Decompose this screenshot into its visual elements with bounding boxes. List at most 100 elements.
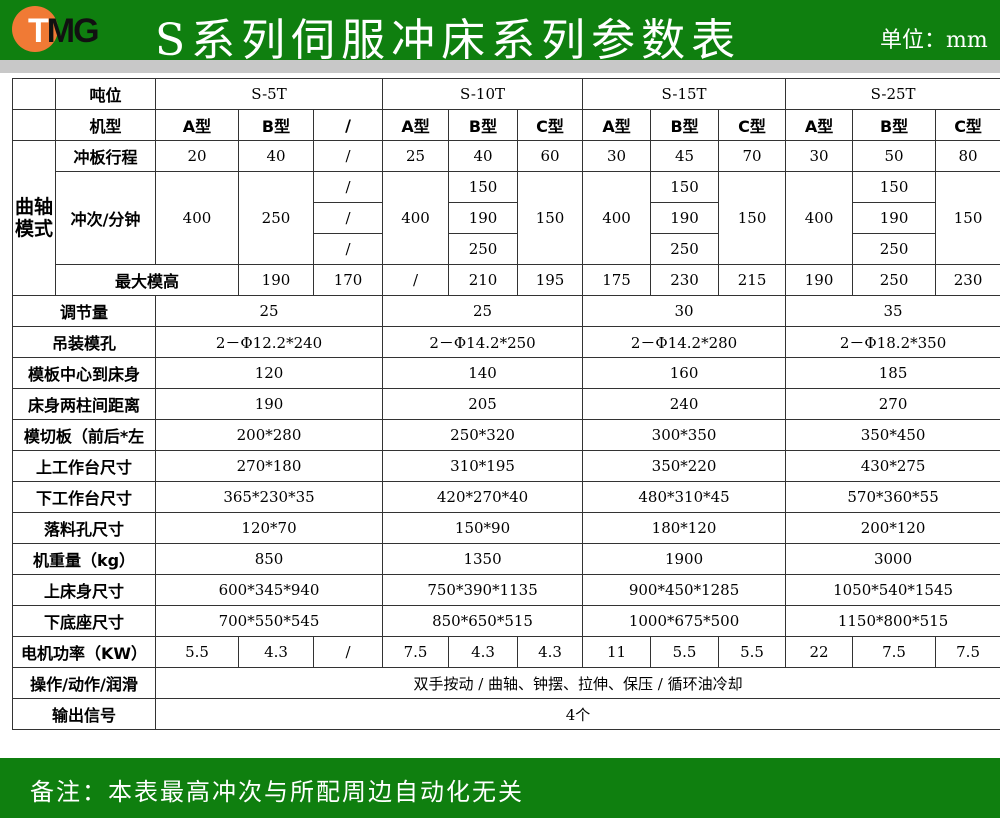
table-cell: 190 [238, 264, 314, 296]
row-label: 下工作台尺寸 [12, 481, 156, 513]
table-cell: 1350 [382, 543, 584, 575]
table-cell: 400 [582, 171, 652, 265]
table-cell: 5.5 [718, 636, 787, 668]
table-cell: / [312, 171, 384, 203]
tmg-logo: TMG [12, 6, 122, 56]
table-cell: 700*550*545 [154, 605, 384, 637]
table-cell: 40 [238, 140, 314, 172]
table-cell: 1900 [582, 543, 787, 575]
table-cell: 190 [448, 202, 519, 234]
row-label: 上工作台尺寸 [12, 450, 156, 482]
table-cell: 400 [785, 171, 854, 265]
row-label: 机重量（kg） [12, 543, 156, 575]
type-header: A型 [155, 109, 239, 141]
table-cell: 1150*800*515 [785, 605, 1000, 637]
row-label: 模板中心到床身 [12, 357, 156, 389]
table-cell: 195 [517, 264, 584, 296]
table-cell: 120*70 [154, 512, 384, 544]
table-cell: 250 [852, 264, 937, 296]
table-cell: 25 [154, 295, 384, 327]
row-label: 调节量 [12, 295, 156, 327]
type-header: A型 [785, 109, 854, 141]
table-cell: 25 [382, 140, 450, 172]
table-cell: 70 [718, 140, 787, 172]
empty-cell [12, 109, 56, 141]
type-header: B型 [852, 109, 937, 141]
table-row: 落料孔尺寸 120*70 150*90 180*120 200*120 [12, 512, 1000, 544]
table-row: 调节量 25 25 30 35 [12, 295, 1000, 327]
table-cell: 3000 [785, 543, 1000, 575]
table-cell: 240 [582, 388, 787, 420]
table-cell: 900*450*1285 [582, 574, 787, 606]
table-cell: / [382, 264, 450, 296]
table-cell: 150 [448, 171, 519, 203]
table-cell: 1050*540*1545 [785, 574, 1000, 606]
table-cell: 190 [154, 388, 384, 420]
table-cell: / [312, 202, 384, 234]
table-cell: 4.3 [448, 636, 519, 668]
model-header: S-25T [785, 78, 1000, 110]
table-cell: 250 [448, 233, 519, 265]
table-cell: 30 [785, 140, 854, 172]
table-cell: 2－Φ12.2*240 [154, 326, 384, 358]
table-row: 上床身尺寸 600*345*940 750*390*1135 900*450*1285… [12, 574, 1000, 606]
table-cell: 230 [650, 264, 720, 296]
table-cell: 双手按动 / 曲轴、钟摆、拉伸、保压 / 循环油冷却 [154, 667, 1000, 699]
table-cell: 7.5 [852, 636, 937, 668]
row-label: 输出信号 [12, 698, 156, 730]
table-cell: 22 [785, 636, 854, 668]
table-cell: 45 [650, 140, 720, 172]
table-cell: 400 [155, 171, 239, 265]
table-cell: / [312, 140, 384, 172]
unit-label: 单位：mm [880, 28, 988, 53]
table-cell: 150 [517, 171, 584, 265]
table-cell: 25 [382, 295, 584, 327]
crank-mode-label: 曲轴模式 [12, 140, 56, 296]
table-cell: 190 [785, 264, 854, 296]
table-cell: 7.5 [382, 636, 450, 668]
table-cell: 215 [718, 264, 787, 296]
table-row: 下底座尺寸 700*550*545 850*650*515 1000*675*500 1… [12, 605, 1000, 637]
table-cell: 40 [448, 140, 519, 172]
row-label: 冲次/分钟 [55, 171, 156, 265]
row-label: 上床身尺寸 [12, 574, 156, 606]
empty-cell [12, 78, 56, 110]
table-cell: 150 [852, 171, 937, 203]
table-cell: 5.5 [155, 636, 239, 668]
table-cell: 35 [785, 295, 1000, 327]
table-cell: 250 [852, 233, 937, 265]
table-cell: 1000*675*500 [582, 605, 787, 637]
table-cell: / [312, 636, 384, 668]
table-row: 吨位 S-5T S-10T S-15T S-25T [12, 78, 1000, 110]
row-label: 吨位 [55, 78, 156, 110]
spec-table: 吨位 S-5T S-10T S-15T S-25T 机型 A型 B型 / A型 B型 C型 A型 B型 C型… [12, 78, 1000, 730]
table-cell: 850 [154, 543, 384, 575]
table-cell: 600*345*940 [154, 574, 384, 606]
table-cell: 205 [382, 388, 584, 420]
table-cell: 160 [582, 357, 787, 389]
table-cell: 140 [382, 357, 584, 389]
table-cell: 185 [785, 357, 1000, 389]
table-cell: 150*90 [382, 512, 584, 544]
header-bar: TMG S系列伺服冲床系列参数表 单位：mm [0, 0, 1000, 66]
row-label: 落料孔尺寸 [12, 512, 156, 544]
table-cell: 4.3 [238, 636, 314, 668]
table-cell: 50 [852, 140, 937, 172]
table-cell: 150 [718, 171, 787, 265]
type-header: B型 [448, 109, 519, 141]
table-cell: 400 [382, 171, 450, 265]
table-row: 输出信号 4个 [12, 698, 1000, 730]
table-row: 机重量（kg） 850 1350 1900 3000 [12, 543, 1000, 575]
model-header: S-10T [382, 78, 584, 110]
row-label: 操作/动作/润滑 [12, 667, 156, 699]
footer-bar: 备注：本表最高冲次与所配周边自动化无关 [0, 758, 1000, 818]
model-header: S-15T [582, 78, 787, 110]
table-cell: 365*230*35 [154, 481, 384, 513]
table-cell: 310*195 [382, 450, 584, 482]
table-cell: 170 [312, 264, 384, 296]
row-label: 最大模高 [55, 264, 239, 296]
table-cell: 210 [448, 264, 519, 296]
table-cell: 5.5 [650, 636, 720, 668]
table-cell: 11 [582, 636, 652, 668]
type-header: / [312, 109, 384, 141]
